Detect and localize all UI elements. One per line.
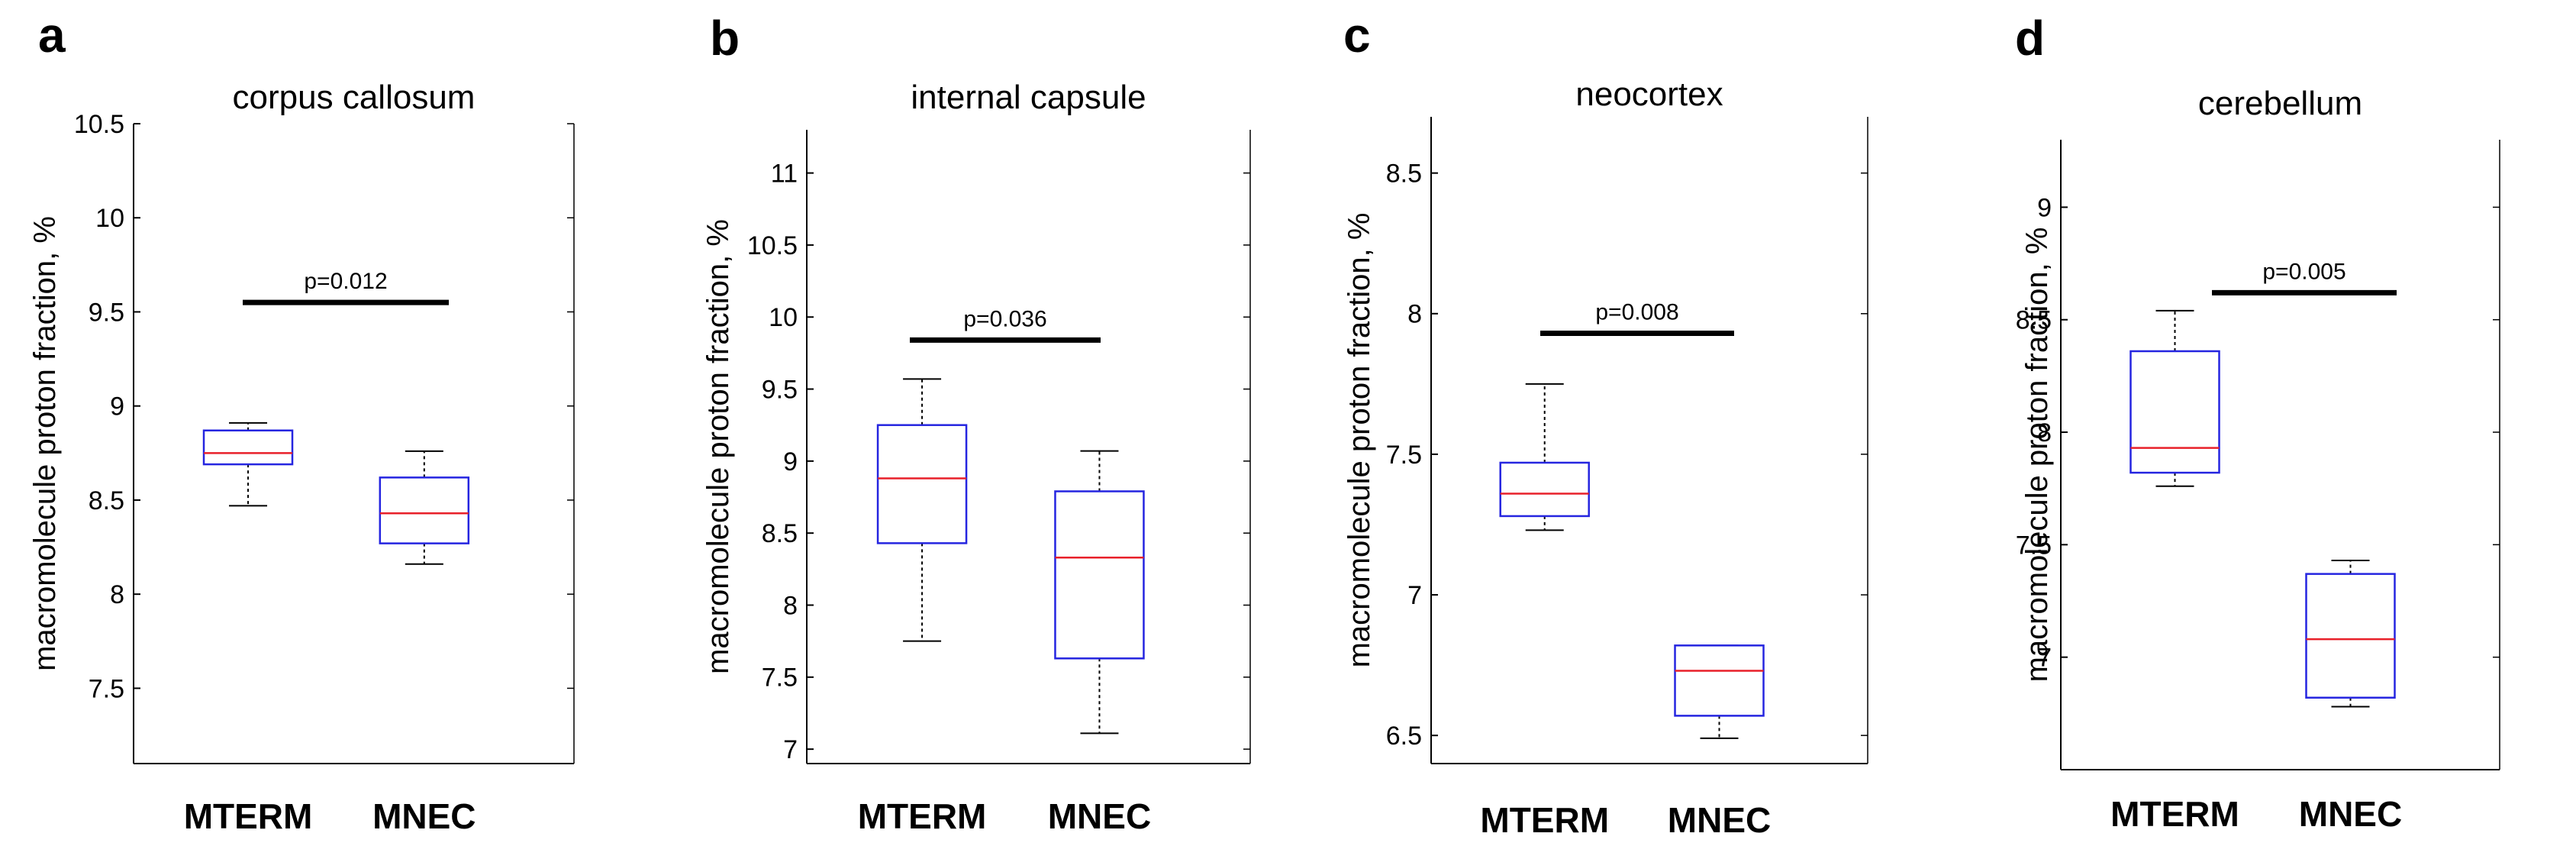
y-tick-label: 8.5: [1386, 160, 1422, 189]
p-value-label: p=0.008: [1595, 300, 1678, 325]
panel-letter: c: [1343, 8, 1371, 63]
panel-title: cerebellum: [2198, 85, 2362, 122]
box-iqr: [2305, 573, 2396, 699]
y-tick-label: 8: [1407, 300, 1422, 329]
box-mterm: [202, 421, 294, 507]
panel-letter: d: [2015, 11, 2045, 66]
category-label-mterm: MTERM: [1480, 800, 1609, 840]
panel-d: d cerebellum macromolecule proton fraction…: [2015, 11, 2500, 834]
box-iqr: [379, 476, 470, 544]
box-iqr: [1054, 490, 1145, 660]
category-label-mnec: MNEC: [2299, 794, 2402, 834]
y-axis-label: macromolecule proton fraction, %: [1343, 213, 1376, 668]
category-label-mterm: MTERM: [184, 796, 313, 836]
y-tick-label: 8.5: [2016, 306, 2052, 335]
box-mnec: [1054, 450, 1145, 735]
y-tick-label: 9: [110, 392, 124, 421]
category-label-mterm: MTERM: [2110, 794, 2239, 834]
category-label-mterm: MTERM: [858, 796, 987, 836]
panel-a: a corpus callosum macromolecule proton fra…: [28, 8, 575, 836]
box-iqr: [2129, 350, 2220, 474]
box-mterm: [876, 378, 968, 642]
category-label-mnec: MNEC: [372, 796, 476, 836]
y-tick-label: 8: [783, 591, 798, 620]
y-tick-label: 10: [769, 303, 798, 332]
y-tick-label: 9: [783, 447, 798, 476]
box-mterm: [1499, 383, 1590, 531]
category-label-mnec: MNEC: [1048, 796, 1151, 836]
y-tick-label: 7.5: [2016, 531, 2052, 560]
y-tick-label: 7.5: [89, 674, 124, 703]
p-value-label: p=0.012: [304, 269, 387, 294]
panel-c: c neocortex macromolecule proton fraction,…: [1343, 8, 1868, 840]
y-tick-label: 11: [771, 159, 798, 188]
y-axis-label: macromolecule proton fraction, %: [28, 216, 62, 671]
panel-title: corpus callosum: [233, 79, 476, 116]
y-tick-label: 9.5: [762, 375, 798, 404]
box-iqr: [1499, 461, 1590, 518]
box-mnec: [2305, 559, 2396, 708]
p-value-label: p=0.005: [2262, 259, 2345, 284]
y-tick-label: 7.5: [762, 664, 798, 693]
y-tick-label: 6.5: [1386, 722, 1422, 751]
y-tick-label: 9: [2037, 193, 2052, 222]
box-iqr: [202, 429, 294, 466]
y-tick-label: 7: [2037, 644, 2052, 673]
y-tick-label: 10.5: [74, 110, 124, 139]
y-tick-label: 7: [783, 735, 798, 764]
box-mnec: [1674, 644, 1765, 739]
y-tick-label: 10: [95, 204, 124, 233]
panel-letter: b: [710, 11, 740, 66]
y-axis-label: macromolecule proton fraction, %: [701, 219, 735, 674]
y-tick-label: 7: [1407, 581, 1422, 610]
y-tick-label: 9.5: [89, 298, 124, 327]
panel-title: internal capsule: [911, 79, 1146, 116]
y-tick-label: 7.5: [1386, 441, 1422, 470]
y-tick-label: 8: [110, 580, 124, 609]
box-iqr: [1674, 644, 1765, 717]
y-tick-label: 8.5: [762, 519, 798, 548]
y-tick-label: 8: [2037, 418, 2052, 447]
p-value-label: p=0.036: [963, 306, 1046, 331]
y-axis-label: macromolecule proton fraction, %: [2020, 228, 2054, 683]
box-mterm: [2129, 309, 2220, 487]
panel-letter: a: [38, 8, 66, 63]
category-label-mnec: MNEC: [1668, 800, 1771, 840]
panel-b: b internal capsule macromolecule proton fr…: [701, 11, 1251, 836]
panel-title: neocortex: [1575, 76, 1723, 113]
box-iqr: [876, 424, 968, 544]
box-mnec: [379, 450, 470, 565]
y-tick-label: 8.5: [89, 486, 124, 515]
y-tick-label: 10.5: [747, 231, 798, 260]
